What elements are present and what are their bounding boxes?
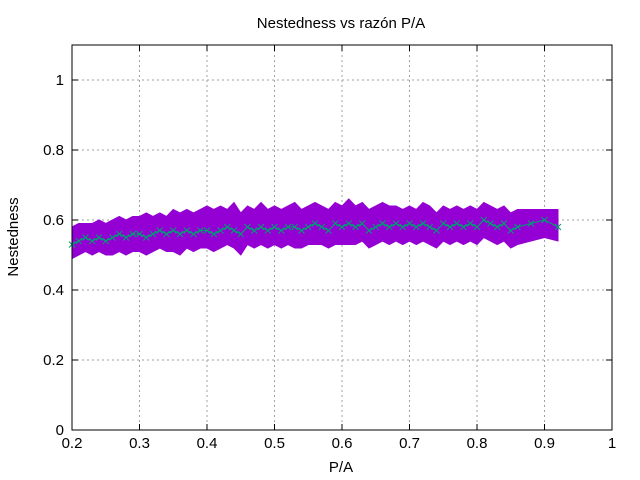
data-point	[176, 230, 184, 238]
data-point	[298, 227, 305, 234]
data-point	[291, 223, 299, 231]
data-point	[115, 230, 123, 238]
data-point	[406, 220, 413, 227]
data-point	[392, 220, 400, 227]
data-point	[399, 223, 407, 231]
data-point	[223, 223, 231, 231]
data-point	[473, 223, 481, 231]
data-point	[142, 234, 150, 241]
data-point	[190, 230, 197, 238]
x-tick-label: 0.3	[129, 435, 150, 452]
data-point	[129, 230, 137, 238]
data-point	[541, 216, 548, 224]
data-point	[352, 223, 359, 231]
data-point	[379, 220, 386, 227]
data-point	[419, 220, 427, 227]
data-point	[271, 223, 278, 231]
data-point	[358, 220, 366, 227]
data-point	[453, 220, 461, 227]
data-point	[183, 227, 191, 234]
x-tick-label: 1	[608, 435, 616, 452]
x-axis-label: P/A	[329, 459, 353, 476]
data-point	[95, 234, 103, 241]
y-tick-label: 0.4	[43, 282, 64, 299]
x-tick-label: 0.4	[197, 435, 218, 452]
x-tick-label: 0.9	[534, 435, 555, 452]
x-tick-label: 0.8	[467, 435, 488, 452]
x-tick-label: 0.6	[332, 435, 353, 452]
data-point	[230, 227, 238, 234]
x-tick-label: 0.7	[399, 435, 420, 452]
data-point	[507, 227, 515, 234]
data-point	[237, 230, 245, 238]
x-tick-label: 0.2	[62, 435, 83, 452]
data-point	[493, 223, 501, 231]
y-tick-label: 0	[56, 422, 64, 439]
data-point	[169, 227, 177, 234]
data-point	[82, 234, 89, 241]
data-point	[75, 237, 83, 245]
data-point	[102, 237, 110, 245]
data-point	[460, 223, 467, 231]
data-point	[250, 227, 258, 234]
data-point	[149, 230, 157, 238]
y-axis-label: Nestedness	[5, 197, 22, 276]
data-point	[244, 223, 251, 231]
series-line	[71, 219, 559, 245]
data-point	[88, 237, 96, 245]
data-point	[284, 223, 292, 231]
data-point	[487, 220, 494, 227]
data-point	[217, 227, 224, 234]
data-point	[277, 227, 285, 234]
data-point	[210, 230, 218, 238]
data-point	[203, 227, 211, 234]
data-point	[318, 223, 326, 231]
data-point	[304, 223, 312, 231]
data-point	[446, 223, 454, 231]
data-point	[196, 227, 204, 234]
data-point	[264, 227, 272, 234]
data-point	[163, 230, 170, 238]
data-point	[345, 220, 353, 227]
y-tick-label: 0.2	[43, 352, 64, 369]
data-point	[331, 220, 339, 227]
error-band	[71, 198, 559, 260]
data-point	[156, 227, 164, 234]
y-axis: 0 0.2 0.4 0.6 0.8 1	[43, 72, 612, 439]
data-point	[500, 220, 508, 227]
data-point	[426, 223, 434, 231]
y-tick-label: 1	[56, 72, 64, 89]
data-point	[412, 223, 420, 231]
y-tick-label: 0.8	[43, 142, 64, 159]
data-point	[527, 220, 535, 227]
data-point	[136, 230, 143, 238]
data-point	[554, 223, 562, 231]
data-point	[372, 223, 380, 231]
data-point	[480, 216, 488, 224]
data-point	[433, 227, 440, 234]
x-axis: 0.2 0.3 0.4 0.5 0.6 0.7 0.8 0.9 1	[62, 45, 616, 452]
data-point	[122, 234, 130, 241]
data-point	[365, 227, 373, 234]
x-tick-label: 0.5	[264, 435, 285, 452]
data-point	[385, 223, 393, 231]
y-tick-label: 0.6	[43, 212, 64, 229]
error-band-area	[71, 198, 559, 260]
data-point	[439, 220, 447, 227]
data-point	[325, 227, 332, 234]
data-point	[311, 220, 319, 227]
data-point	[338, 223, 346, 231]
chart-title: Nestedness vs razón P/A	[257, 15, 425, 32]
data-point	[109, 234, 116, 241]
data-series	[68, 216, 562, 248]
data-point	[257, 223, 265, 231]
data-point	[466, 220, 474, 227]
data-point	[514, 223, 521, 231]
